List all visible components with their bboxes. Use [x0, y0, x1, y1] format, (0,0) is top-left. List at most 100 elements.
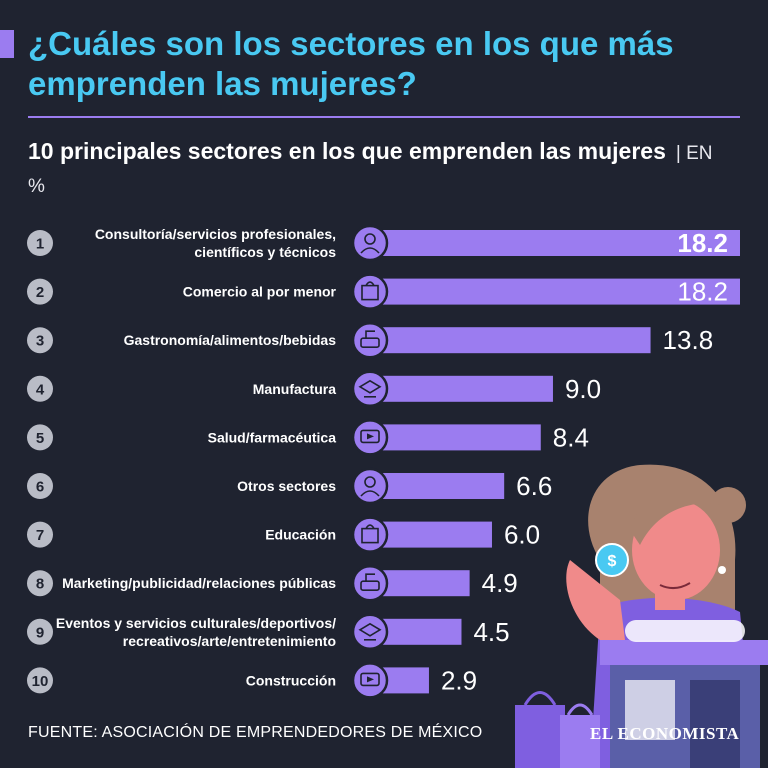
rank-badge: [27, 230, 53, 256]
coin-dollar-icon: $: [608, 553, 617, 570]
category-label: Consultoría/servicios profesionales,: [95, 226, 336, 242]
category-label: Salud/farmacéutica: [208, 429, 337, 445]
marketing-icon: [360, 573, 380, 592]
category-label: recreativos/arte/entretenimiento: [123, 633, 336, 649]
bar: [370, 278, 740, 305]
bar: [370, 327, 651, 354]
rank-number: 6: [36, 479, 44, 496]
hair-bun: [710, 487, 746, 523]
title-divider: [28, 116, 740, 118]
bar: [370, 230, 740, 256]
category-label: Gastronomía/alimentos/bebidas: [124, 332, 337, 348]
rank-badge: [27, 375, 53, 402]
rank-badge: [27, 521, 53, 548]
category-label: Comercio al por menor: [183, 284, 337, 300]
category-label: científicos y técnicos: [194, 244, 336, 260]
shopping-bag-illustration-2: [560, 715, 600, 768]
bar: [370, 521, 492, 548]
doctor-icon: [360, 429, 380, 444]
chart-row: 3 Gastronomía/alimentos/bebidas 13.8: [27, 321, 714, 359]
rank-number: 9: [36, 624, 44, 641]
rank-number: 3: [36, 333, 44, 350]
rank-number: 2: [36, 284, 44, 301]
value-label: 8.4: [553, 422, 589, 452]
title-accent-bar: [0, 30, 14, 58]
store-awning: [600, 640, 768, 665]
rank-badge: [27, 618, 53, 645]
consulting-icon: [360, 233, 380, 254]
category-label: Otros sectores: [237, 478, 336, 494]
category-label: Eventos y servicios culturales/deportivo…: [56, 615, 336, 631]
value-label: 18.2: [677, 277, 728, 307]
chart-row: 9 Eventos y servicios culturales/deportiv…: [27, 613, 510, 651]
rank-badge: [27, 570, 53, 597]
shopping-bag-illustration: [515, 705, 565, 768]
chart-row: 5 Salud/farmacéutica 8.4: [27, 419, 589, 456]
rank-number: 10: [32, 673, 49, 690]
category-label: Educación: [265, 527, 336, 543]
category-icon-circle: [351, 516, 389, 553]
earring-icon: [718, 566, 726, 574]
businesswoman-illustration: $: [515, 464, 768, 768]
category-icon-circle: [351, 370, 389, 408]
construction-worker-icon: [360, 672, 380, 687]
category-icon-circle: [351, 273, 389, 310]
bar: [370, 375, 553, 402]
value-label: 4.5: [473, 617, 509, 647]
chart-rows: 1 Consultoría/servicios profesionales, cie…: [27, 224, 740, 699]
rank-badge: [27, 667, 53, 694]
rank-number: 7: [36, 527, 44, 544]
rank-number: 5: [36, 430, 44, 447]
graduation-icon: [361, 524, 379, 544]
store-door: [690, 680, 740, 768]
bag-handle-2: [566, 703, 594, 716]
category-label: Manufactura: [253, 381, 336, 397]
chef-icon: [360, 330, 380, 349]
bar: [370, 473, 505, 499]
rank-number: 1: [36, 236, 44, 253]
rank-badge: [27, 473, 53, 499]
store-window: [625, 680, 675, 740]
events-icon: [358, 622, 382, 641]
value-label: 6.0: [504, 520, 540, 550]
value-label: 9.0: [565, 374, 601, 404]
category-icon-circle: [351, 224, 389, 262]
category-icon-circle: [351, 564, 389, 602]
chart-row: 8 Marketing/publicidad/relaciones pública…: [27, 564, 518, 602]
chart-row: 1 Consultoría/servicios profesionales, cie…: [27, 224, 740, 262]
unit-label: | EN %: [28, 143, 713, 197]
chart-row: 4 Manufactura 9.0: [27, 370, 601, 408]
chart-subtitle: 10 principales sectores en los que empre…: [28, 136, 728, 202]
chart-row: 7 Educación 6.0: [27, 516, 540, 553]
hair-fringe: [630, 491, 720, 545]
smile-shape: [659, 582, 691, 589]
value-label: 4.9: [482, 568, 518, 598]
category-label: Construcción: [246, 672, 336, 688]
rank-number: 4: [36, 381, 45, 398]
rank-badge: [27, 424, 53, 451]
category-icon-circle: [351, 321, 389, 359]
rank-number: 8: [36, 576, 44, 593]
bag-handle: [523, 691, 557, 706]
manufacturing-icon: [358, 379, 382, 398]
raised-hand: [566, 560, 625, 640]
value-label: 18.2: [677, 228, 728, 258]
rank-badge: [27, 278, 53, 305]
page-title: ¿Cuáles son los sectores en los que más …: [28, 25, 674, 102]
category-label: Marketing/publicidad/relaciones públicas: [62, 575, 336, 591]
rank-badge: [27, 327, 53, 354]
chart-row: 6 Otros sectores 6.6: [27, 467, 552, 505]
shopping-bag-icon: [361, 281, 379, 301]
chart-row: 2 Comercio al por menor 18.2: [27, 273, 740, 310]
source-note: FUENTE: ASOCIACIÓN DE EMPRENDEDORES DE M…: [28, 724, 483, 741]
coin-icon: [595, 543, 629, 577]
value-label: 2.9: [441, 665, 477, 695]
publisher-logo: EL ECONOMISTA: [590, 724, 740, 743]
bar: [370, 424, 541, 451]
support-agent-icon: [360, 476, 380, 497]
chart-subtitle-text: 10 principales sectores en los que empre…: [28, 138, 666, 164]
category-icon-circle: [351, 467, 389, 505]
chart-row: 10 Construcción 2.9: [27, 662, 477, 699]
value-label: 13.8: [663, 325, 714, 355]
